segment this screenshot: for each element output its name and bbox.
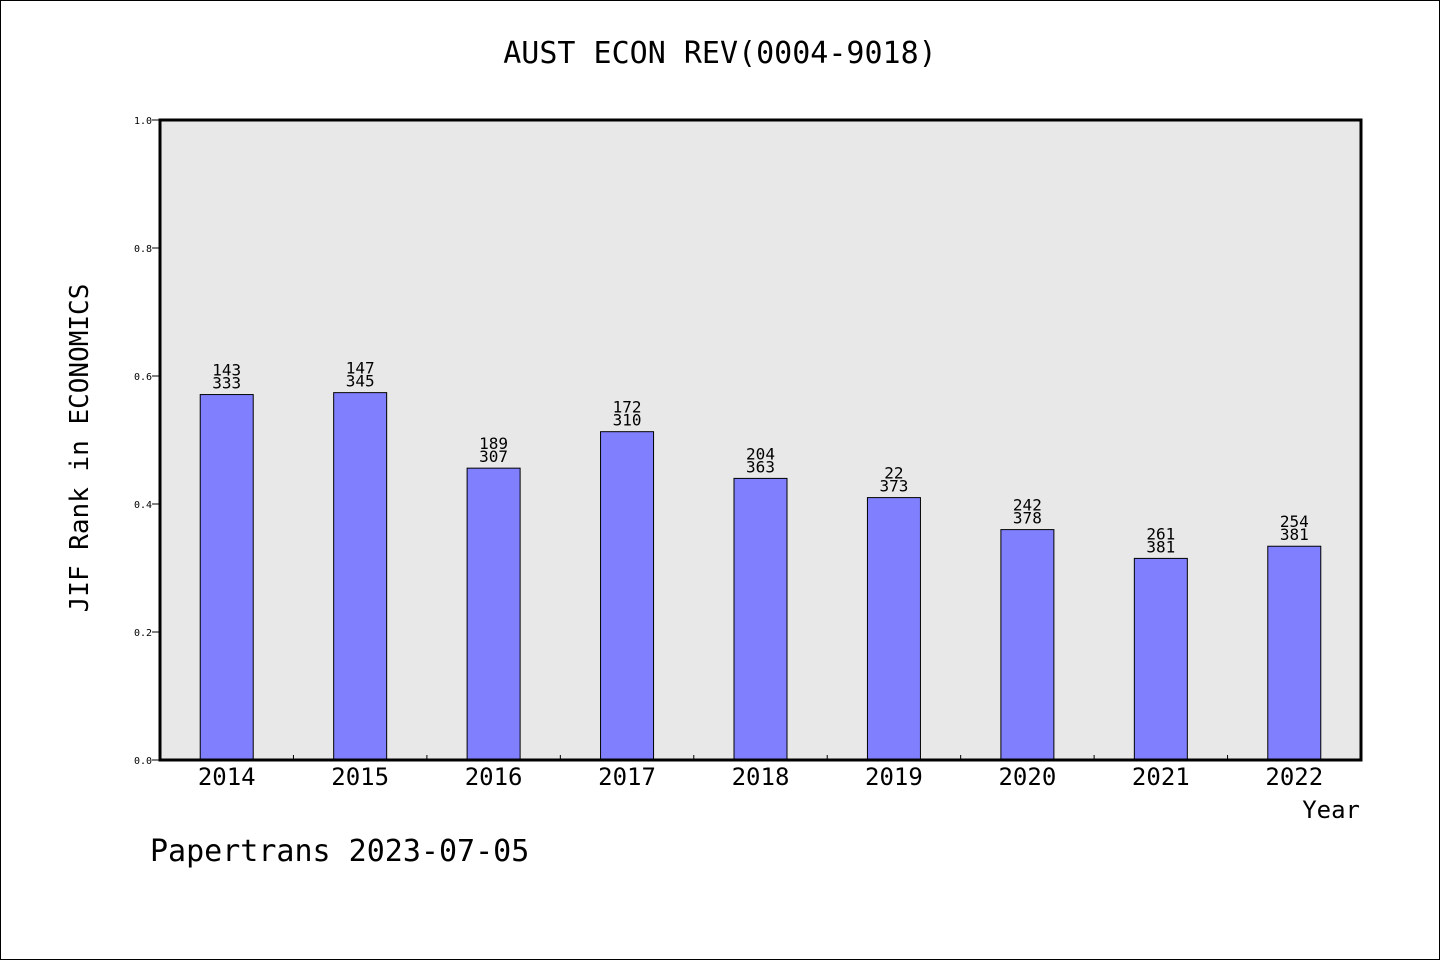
bar-rank-label: 261	[1146, 524, 1175, 543]
y-tick-label: 0.6	[134, 372, 152, 383]
bar-2014	[199, 394, 254, 761]
bar-2022	[1267, 545, 1322, 761]
bar-2015	[333, 392, 388, 761]
bar-rank-label: 189	[479, 434, 508, 453]
x-tick-label: 2014	[198, 763, 256, 791]
x-tick-label: 2020	[998, 763, 1056, 791]
bar-2016	[466, 467, 521, 761]
x-axis-label: Year	[1302, 796, 1360, 824]
x-tick-label: 2019	[865, 763, 923, 791]
bar-total-label: 310	[613, 411, 642, 430]
bar-rank-label: 147	[346, 359, 375, 378]
bar-total-label: 373	[879, 477, 908, 496]
bar-total-label: 363	[746, 457, 775, 476]
bar-total-label: 381	[1280, 525, 1309, 544]
bar-total-label: 307	[479, 447, 508, 466]
bar-rank-label: 254	[1280, 512, 1309, 531]
y-tick-label: 0.4	[134, 500, 152, 511]
bar-2017	[600, 431, 655, 761]
x-tick-label: 2015	[331, 763, 389, 791]
x-tick-label: 2022	[1265, 763, 1323, 791]
plot-border	[158, 118, 1363, 762]
x-tick-label: 2021	[1132, 763, 1190, 791]
bar-2021	[1133, 557, 1188, 761]
x-tick-label: 2016	[465, 763, 523, 791]
y-tick-label: 0.8	[134, 244, 152, 255]
bar-rank-label: 143	[212, 361, 241, 380]
y-tick-label: 0.2	[134, 628, 152, 639]
bar-2019	[866, 497, 921, 761]
bar-2020	[1000, 529, 1055, 761]
bar-total-label: 381	[1146, 537, 1175, 556]
bar-rank-label: 204	[746, 444, 775, 463]
x-tick-label: 2018	[732, 763, 790, 791]
bar-total-label: 333	[212, 374, 241, 393]
y-tick-label: 1.0	[134, 116, 152, 127]
bar-2018	[733, 477, 788, 761]
bar-total-label: 378	[1013, 509, 1042, 528]
bar-rank-label: 242	[1013, 496, 1042, 515]
chart-title: AUST ECON REV(0004-9018)	[503, 36, 937, 71]
y-tick-label: 0.0	[134, 756, 152, 767]
bar-rank-label: 22	[884, 464, 903, 483]
ticks-group: 0.0 0.2 0.4 0.6 0.8 1.0 2014 2015 2016 2017 2018 20…	[134, 116, 1323, 791]
bar-total-label: 345	[346, 372, 375, 391]
x-tick-label: 2017	[598, 763, 656, 791]
watermark-text: Papertrans 2023-07-05	[150, 834, 530, 869]
bar-rank-label: 172	[613, 398, 642, 417]
